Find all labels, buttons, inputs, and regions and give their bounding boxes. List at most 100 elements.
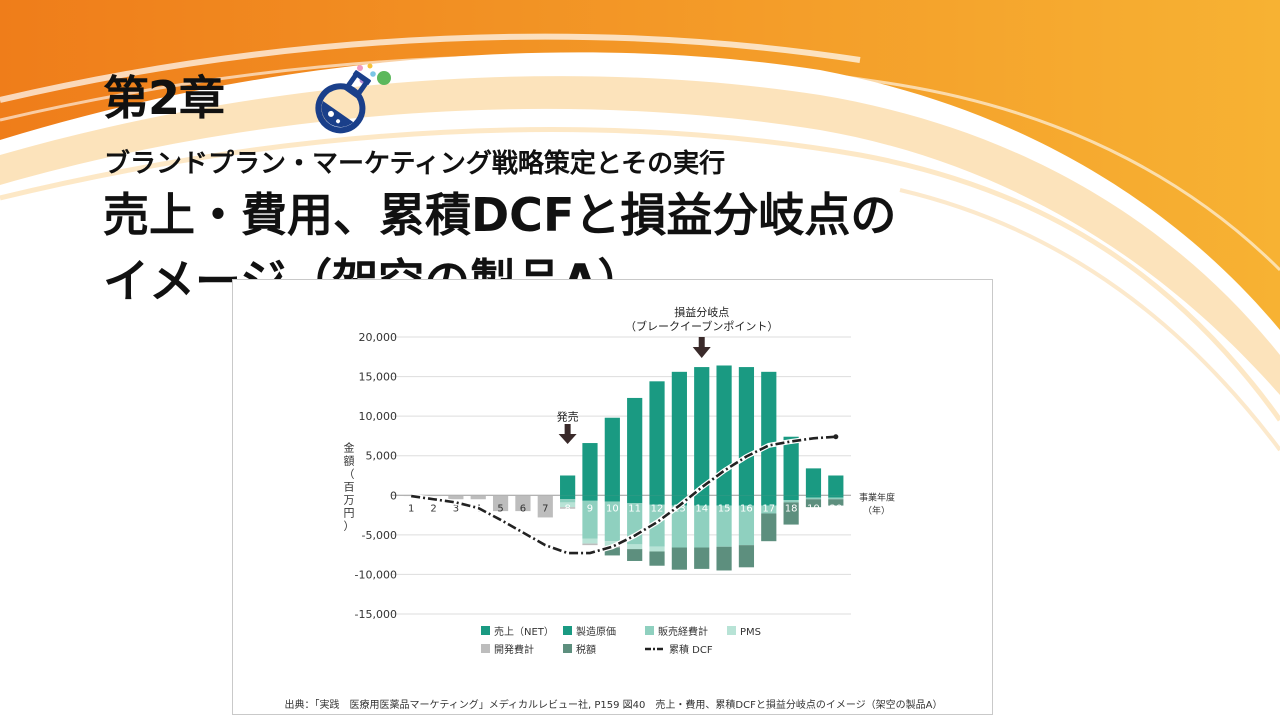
bar-tax: [716, 546, 732, 571]
bar-sga: [716, 505, 732, 547]
bar-sales: [783, 436, 799, 496]
x-tick-label: 16: [740, 503, 753, 514]
x-tick-label: 19: [807, 503, 820, 514]
bar-pms: [627, 544, 643, 550]
bar-sga: [671, 505, 687, 548]
bar-rnd: [537, 495, 553, 518]
legend-swatch-cogs: [563, 626, 572, 635]
bar-sga: [738, 505, 755, 546]
legend-swatch-tax: [563, 644, 572, 653]
bar-sales: [671, 371, 687, 496]
bar-cogs: [604, 495, 620, 502]
x-tick-label: 2: [430, 503, 436, 514]
y-tick-label: 0: [390, 489, 397, 502]
flask-icon: [315, 63, 391, 134]
bar-sales: [761, 371, 777, 496]
bar-rnd: [425, 495, 442, 497]
bar-cogs: [582, 495, 598, 501]
x-tick-label: 3: [453, 503, 459, 514]
x-tick-label: 14: [695, 503, 708, 514]
bar-sales: [805, 468, 822, 496]
bar-pms: [560, 502, 576, 508]
y-tick-label: 15,000: [359, 371, 398, 384]
x-tick-label: 9: [587, 503, 593, 514]
x-tick-label: 17: [762, 503, 775, 514]
bar-sga: [761, 505, 777, 514]
bar-sales: [649, 381, 665, 496]
bar-cogs: [560, 495, 576, 500]
arrow-down-icon: [558, 424, 577, 445]
x-tick-label: 1: [408, 503, 414, 514]
bar-pms: [649, 546, 665, 552]
bar-sales: [738, 367, 755, 496]
x-tick-label: 5: [497, 503, 503, 514]
bar-cogs: [738, 495, 755, 506]
legend-label: 開発費計: [494, 643, 534, 656]
dcf-point: [833, 434, 839, 440]
x-tick-label: 10: [606, 503, 619, 514]
y-tick-label: -15,000: [355, 608, 397, 621]
bar-sales: [716, 365, 732, 496]
bar-sales: [582, 443, 598, 496]
bar-cogs: [649, 495, 665, 505]
legend-label: PMS: [740, 627, 761, 638]
x-tick-label: 11: [628, 503, 641, 514]
y-axis-label-char: （: [344, 468, 355, 481]
y-tick-label: -10,000: [355, 568, 397, 581]
bar-sga: [805, 497, 822, 500]
bar-tax: [828, 499, 844, 506]
bar-sales: [694, 367, 710, 496]
bar-rnd: [492, 495, 509, 512]
legend-label: 累積 DCF: [669, 643, 713, 656]
y-tick-label: -5,000: [362, 529, 397, 542]
x-tick-label: 6: [520, 503, 526, 514]
chart: 20,000 15,000 10,000 5,000 0 -5,000 -10,000 -15…: [344, 305, 896, 656]
legend-swatch-pms: [727, 626, 736, 635]
slide-title-line1: 売上・費用、累積DCFと損益分岐点の: [103, 188, 897, 242]
y-axis-label-char: 額: [344, 455, 355, 468]
chart-panel: 20,000 15,000 10,000 5,000 0 -5,000 -10,000 -15…: [232, 279, 993, 715]
bar-pms: [582, 538, 598, 544]
legend-swatch-rnd: [481, 644, 490, 653]
bar-pms: [604, 541, 620, 546]
bar-rnd: [403, 495, 419, 497]
annotation-breakeven-sub: （ブレークイーブンポイント）: [625, 319, 778, 333]
x-tick-label: 18: [785, 503, 798, 514]
arrow-down-icon: [692, 337, 711, 358]
bar-rnd: [470, 495, 486, 500]
annotation-breakeven: 損益分岐点: [674, 305, 729, 319]
bar-tax: [649, 551, 665, 566]
bar-cogs: [783, 495, 799, 501]
x-tick-label: 7: [542, 503, 548, 514]
bar-sga: [828, 497, 844, 500]
bar-cogs: [694, 495, 710, 506]
x-axis-label-unit: （年）: [863, 504, 890, 516]
bar-rnd: [582, 543, 598, 546]
bar-rnd: [515, 495, 531, 512]
bar-sales: [627, 397, 643, 496]
bar-sga: [582, 500, 598, 539]
bar-sales: [604, 417, 620, 496]
bar-rnd: [560, 507, 576, 509]
legend-label: 製造原価: [576, 625, 616, 638]
y-tick-label: 10,000: [359, 410, 398, 423]
y-tick-label: 5,000: [366, 450, 398, 463]
x-tick-label: 12: [651, 503, 664, 514]
x-tick-label: 13: [673, 503, 686, 514]
bar-tax: [761, 513, 777, 542]
y-axis-label-char: 金: [344, 441, 355, 455]
y-axis-label-char: ）: [344, 520, 355, 533]
bar-cogs: [828, 495, 844, 498]
bar-tax: [805, 499, 822, 508]
slide-subtitle: ブランドプラン・マーケティング戦略策定とその実行: [104, 149, 726, 179]
x-tick-label: 20: [829, 503, 842, 514]
y-tick-label: 20,000: [359, 331, 398, 344]
bar-tax: [694, 547, 710, 569]
bar-cogs: [671, 495, 687, 506]
y-axis-label-char: 万: [344, 494, 355, 507]
bar-sales: [828, 475, 844, 496]
x-axis-label: 事業年度: [859, 491, 895, 503]
bar-sales: [560, 475, 576, 496]
bar-sga: [604, 501, 620, 542]
bar-tax: [671, 547, 687, 570]
